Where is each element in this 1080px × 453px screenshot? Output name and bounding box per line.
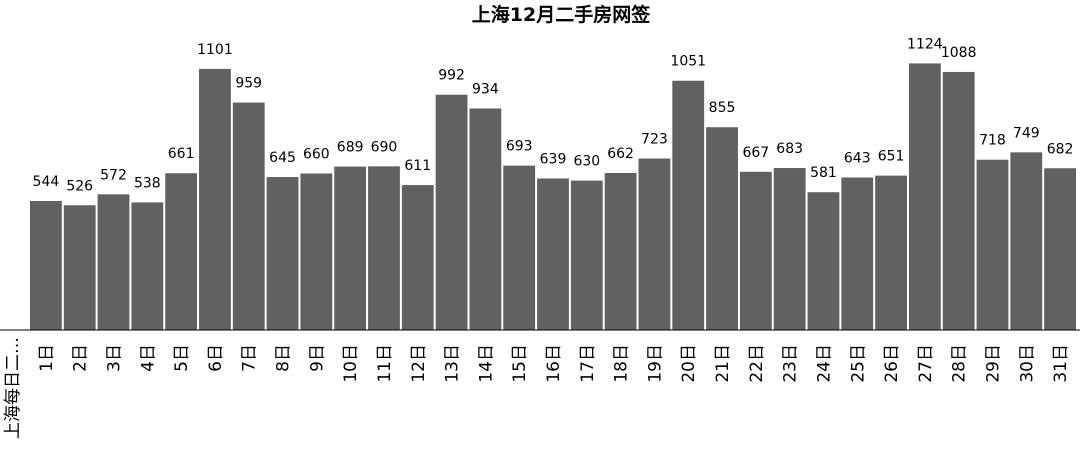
category-label: 14日 — [476, 344, 496, 383]
value-label: 855 — [709, 100, 736, 116]
bar-21日 — [706, 127, 738, 330]
category-label: 11日 — [375, 344, 395, 383]
chart-title: 上海12月二手房网签 — [472, 3, 651, 26]
bar-22日 — [739, 171, 772, 330]
category-label: 23日 — [781, 344, 801, 383]
value-label: 683 — [776, 141, 803, 157]
category-label: 25日 — [848, 344, 868, 383]
value-label: 1101 — [197, 42, 233, 58]
category-label: 29日 — [983, 344, 1003, 383]
bar-13日 — [435, 94, 468, 330]
bar-26日 — [875, 175, 907, 330]
bar-23日 — [773, 168, 806, 330]
category-label: 28日 — [950, 344, 970, 383]
bar-15日 — [503, 165, 536, 330]
value-label: 1124 — [907, 36, 943, 52]
category-label: 18日 — [612, 344, 632, 383]
bar-2日 — [63, 205, 96, 330]
bars-group — [30, 63, 1076, 331]
value-label: 667 — [742, 145, 769, 161]
bar-18日 — [604, 172, 637, 330]
value-label: 660 — [303, 146, 330, 162]
category-label: 5日 — [172, 344, 192, 372]
category-label: 12日 — [409, 344, 429, 383]
bar-5日 — [165, 173, 198, 330]
value-label: 1051 — [670, 54, 706, 70]
category-label: 22日 — [747, 344, 767, 383]
bar-11日 — [368, 166, 400, 330]
value-label: 661 — [168, 146, 195, 162]
category-label: 9日 — [307, 344, 327, 372]
value-label: 645 — [269, 150, 296, 166]
category-label: 16日 — [544, 344, 564, 383]
value-label: 693 — [506, 139, 533, 155]
value-label: 572 — [100, 167, 127, 183]
value-label: 544 — [33, 174, 60, 190]
bar-27日 — [908, 63, 941, 331]
value-label: 723 — [641, 132, 668, 148]
category-label: 19日 — [645, 344, 665, 383]
value-label: 643 — [844, 151, 871, 167]
value-label: 689 — [337, 140, 364, 156]
value-label: 651 — [878, 149, 905, 165]
value-label: 959 — [235, 76, 262, 92]
category-label: 17日 — [578, 344, 598, 383]
value-label: 630 — [573, 154, 600, 170]
category-label: 20日 — [679, 344, 699, 383]
value-label: 526 — [66, 178, 93, 194]
value-label: 662 — [607, 146, 634, 162]
bar-3日 — [97, 194, 130, 330]
category-label: 6日 — [206, 344, 226, 372]
category-label: 24日 — [814, 344, 834, 383]
bar-20日 — [672, 80, 705, 331]
row-axis-label: 上海每日二… — [3, 337, 23, 439]
bar-1日 — [30, 200, 62, 330]
bar-28日 — [942, 71, 975, 331]
value-label: 581 — [810, 165, 837, 181]
bar-10日 — [334, 166, 367, 330]
bar-30日 — [1010, 152, 1043, 330]
value-label: 934 — [472, 81, 499, 97]
category-label: 4日 — [138, 344, 158, 372]
value-label: 682 — [1047, 141, 1074, 157]
bar-4日 — [131, 202, 164, 330]
category-label: 15日 — [510, 344, 530, 383]
value-label: 611 — [404, 158, 431, 174]
value-label: 1088 — [941, 45, 977, 61]
category-label: 1日 — [37, 344, 57, 372]
bar-19日 — [638, 158, 671, 330]
bar-12日 — [401, 185, 434, 330]
category-label: 2日 — [71, 344, 91, 372]
category-label: 8日 — [274, 344, 294, 372]
bar-16日 — [537, 178, 569, 330]
value-label: 718 — [979, 133, 1006, 149]
category-label: 27日 — [916, 344, 936, 383]
bar-8日 — [266, 177, 299, 330]
bar-25日 — [841, 177, 874, 330]
bar-9日 — [300, 173, 333, 330]
value-label: 538 — [134, 175, 161, 191]
value-labels-group: 544 526 572 538 661 1101 959 645 660 689 690 611 992… — [33, 36, 1074, 194]
bar-6日 — [199, 68, 231, 330]
category-label: 31日 — [1051, 344, 1071, 383]
bar-31日 — [1044, 168, 1076, 330]
bar-24日 — [807, 192, 840, 330]
value-label: 749 — [1013, 125, 1040, 141]
value-label: 992 — [438, 68, 465, 84]
bar-7日 — [232, 102, 265, 330]
value-label: 639 — [540, 151, 567, 167]
category-label: 13日 — [443, 344, 463, 383]
bar-29日 — [976, 159, 1009, 330]
bar-17日 — [570, 180, 603, 330]
category-labels-group: 1日 2日 3日 4日 5日 6日 7日 8日 9日 10日 11日 12日 13日 14日 15日 16日 1… — [37, 344, 1071, 383]
category-label: 7日 — [240, 344, 260, 372]
value-label: 690 — [371, 139, 398, 155]
category-label: 30日 — [1017, 344, 1037, 383]
category-label: 21日 — [713, 344, 733, 383]
category-label: 26日 — [882, 344, 902, 383]
bar-14日 — [469, 108, 502, 330]
category-label: 10日 — [341, 344, 361, 383]
category-label: 3日 — [105, 344, 125, 372]
